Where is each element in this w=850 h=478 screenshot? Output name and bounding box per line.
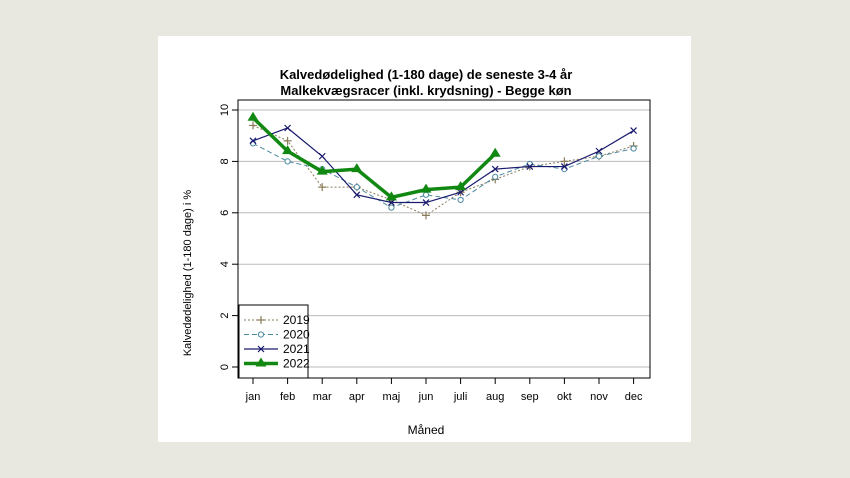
data-point-2022 (316, 165, 328, 175)
x-tick-label: jun (418, 391, 434, 403)
legend-marker (255, 357, 267, 367)
data-point-2021 (422, 199, 430, 206)
data-point-2022 (351, 163, 363, 173)
data-point-2021 (318, 152, 326, 160)
data-point-2022 (455, 181, 467, 191)
x-tick-label: mar (313, 391, 332, 403)
chart-panel: Kalvedødelighed (1-180 dage) de seneste … (158, 36, 691, 442)
y-tick-label: 0 (219, 364, 231, 370)
x-tick-label: maj (383, 391, 401, 403)
x-tick-label: dec (625, 391, 643, 403)
legend-background (239, 305, 308, 378)
x-tick-label: juli (453, 391, 467, 403)
x-tick-label: sep (521, 391, 539, 403)
x-axis-label: Måned (408, 423, 445, 437)
legend-marker (257, 331, 265, 338)
y-tick-label: 4 (219, 261, 231, 267)
y-axis-label: Kalvedødelighed (1-180 dage) i % (182, 190, 194, 357)
x-tick-label: okt (557, 391, 572, 403)
data-point-2020 (284, 158, 291, 165)
data-point-2022 (385, 191, 397, 201)
x-tick-label: aug (486, 391, 504, 403)
series-line-2020 (252, 142, 634, 209)
series-line-2019 (252, 124, 634, 216)
y-tick-label: 2 (219, 313, 231, 319)
chart-title: Kalvedødelighed (1-180 dage) de seneste … (280, 67, 573, 82)
data-point-2021 (560, 163, 568, 170)
data-point-2021 (526, 163, 534, 170)
data-point-2020 (457, 196, 464, 204)
y-tick-label: 8 (219, 158, 231, 164)
data-point-2021 (249, 137, 257, 145)
x-tick-label: apr (349, 391, 365, 403)
x-tick-label: jan (245, 391, 261, 403)
data-point-2021 (595, 147, 603, 155)
x-tick-label: feb (280, 391, 295, 403)
data-point-2019 (249, 121, 257, 130)
data-point-2022 (420, 183, 432, 193)
data-point-2020 (422, 191, 430, 198)
data-point-2019 (560, 157, 569, 166)
data-point-2021 (630, 127, 638, 134)
data-point-2021 (387, 199, 395, 206)
data-point-2019 (422, 211, 430, 220)
data-point-2022 (247, 111, 259, 121)
data-point-2021 (457, 188, 465, 196)
data-point-2021 (284, 124, 292, 132)
data-point-2022 (489, 147, 501, 157)
legend-label: 2021 (283, 342, 310, 356)
y-tick-label: 10 (219, 104, 231, 116)
data-point-2020 (388, 204, 395, 211)
data-point-2020 (492, 173, 499, 180)
data-point-2021 (491, 165, 499, 173)
legend-marker (257, 316, 265, 324)
x-tick-label: nov (590, 391, 608, 403)
data-point-2020 (353, 184, 360, 191)
legend-marker (257, 345, 265, 353)
legend-label: 2022 (283, 357, 310, 371)
data-point-2019 (283, 136, 292, 145)
series-line-2022 (251, 116, 497, 200)
y-tick-label: 6 (219, 210, 231, 216)
legend-label: 2020 (283, 328, 310, 342)
legend-box (238, 304, 309, 379)
data-point-2019 (318, 183, 327, 192)
legend-label: 2019 (283, 313, 310, 327)
data-point-2022 (282, 145, 294, 155)
data-point-2020 (595, 153, 603, 160)
chart-subtitle: Malkekvægsracer (inkl. krydsning) - Begg… (280, 83, 571, 98)
data-point-2021 (353, 191, 361, 199)
line-chart: Kalvedødelighed (1-180 dage) de seneste … (182, 67, 651, 437)
data-point-2020 (630, 145, 637, 152)
plot-frame (237, 99, 651, 379)
series-line-2021 (252, 127, 634, 204)
